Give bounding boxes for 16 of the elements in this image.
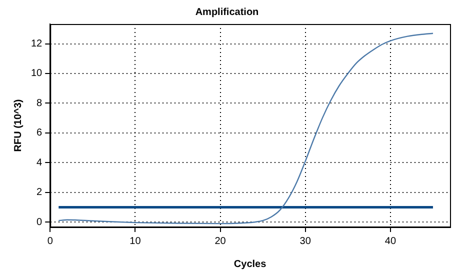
x-tick-label: 0 [47, 236, 54, 247]
y-tick-label: 0 [36, 216, 43, 228]
y-tick-label: 12 [31, 38, 43, 50]
line-series [58, 32, 434, 224]
x-tick-label: 30 [300, 236, 312, 247]
x-tick-label: 10 [130, 236, 142, 247]
x-tick-label: 20 [214, 236, 226, 247]
y-tick-label: 10 [31, 68, 43, 80]
y-tick-label: 6 [36, 128, 43, 139]
chart-title: Amplification [195, 6, 259, 18]
y-tick-label: 8 [36, 98, 43, 109]
x-axis-title: Cycles [234, 258, 267, 270]
y-tick-label: 4 [36, 157, 43, 168]
x-tick-label: 40 [384, 236, 396, 247]
y-tick-label: 2 [36, 187, 43, 198]
y-axis-title: RFU (10^3) [12, 99, 24, 152]
